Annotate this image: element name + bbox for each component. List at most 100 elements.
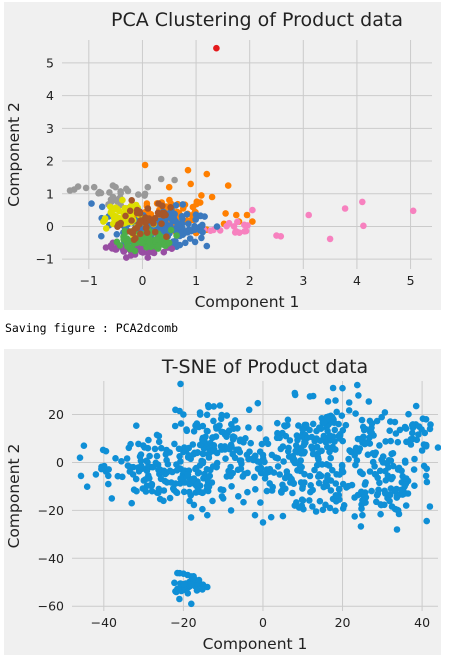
data-point — [362, 425, 370, 433]
data-point — [291, 389, 299, 397]
data-point — [235, 493, 242, 500]
data-point — [409, 429, 416, 437]
data-point — [160, 210, 168, 217]
data-point — [313, 461, 321, 469]
data-point — [281, 474, 289, 482]
data-point — [183, 426, 190, 433]
data-point — [201, 213, 208, 220]
chart-title: T-SNE of Product data — [161, 356, 368, 378]
data-point — [80, 442, 88, 449]
data-point — [292, 442, 300, 449]
data-point — [426, 425, 434, 433]
data-point — [119, 196, 126, 204]
data-point — [398, 467, 405, 475]
data-point — [167, 226, 175, 234]
data-point — [176, 453, 183, 460]
data-point — [209, 463, 217, 470]
data-point — [240, 498, 247, 506]
data-point — [373, 498, 380, 506]
data-point — [146, 452, 153, 460]
tsne-chart: −40 −20 0 20 40 −60 −40 −20 0 20 T-SNE of Product … — [5, 356, 441, 653]
data-point — [407, 436, 415, 443]
data-point — [261, 458, 268, 466]
data-point — [369, 458, 377, 466]
data-point — [190, 428, 198, 435]
data-point — [218, 446, 226, 453]
data-point — [191, 224, 199, 231]
data-point — [391, 418, 399, 426]
data-point — [366, 434, 373, 441]
data-point — [374, 490, 382, 497]
data-point — [195, 576, 203, 584]
data-point — [347, 448, 355, 455]
x-tick-label: −20 — [170, 615, 196, 630]
data-point — [302, 421, 310, 429]
data-point — [306, 497, 313, 504]
data-point — [194, 586, 201, 594]
data-point — [413, 436, 421, 444]
data-point — [160, 248, 168, 256]
data-point — [324, 474, 331, 482]
data-point — [175, 220, 182, 228]
data-point — [312, 508, 320, 515]
data-point — [339, 480, 347, 488]
data-point — [141, 161, 149, 169]
data-point — [268, 487, 276, 494]
x-tick-label: −1 — [80, 273, 98, 288]
data-point — [229, 450, 236, 458]
data-point — [345, 482, 352, 490]
data-point — [369, 450, 377, 457]
data-point — [421, 429, 429, 437]
data-point — [126, 207, 134, 215]
data-point — [257, 499, 264, 506]
data-point — [299, 497, 307, 504]
data-point — [127, 464, 135, 472]
data-point — [324, 427, 331, 435]
data-point — [376, 442, 383, 449]
data-point — [136, 210, 144, 217]
data-point — [319, 506, 327, 514]
data-point — [171, 579, 178, 587]
data-point — [144, 254, 152, 261]
data-point — [359, 198, 366, 206]
data-point — [287, 475, 295, 482]
data-point — [195, 423, 203, 431]
data-point — [106, 189, 113, 196]
data-point — [309, 392, 317, 400]
data-point — [233, 228, 240, 235]
data-point — [109, 211, 117, 219]
data-point — [394, 507, 402, 514]
data-point — [137, 230, 144, 238]
data-point — [162, 226, 170, 233]
data-point — [411, 482, 418, 489]
pca-chart-panel: −1 0 1 2 3 4 5 −1 0 1 2 3 4 5 PCA Clustering of Produc… — [4, 2, 441, 310]
data-point — [333, 408, 341, 416]
data-point — [160, 497, 167, 505]
data-point — [185, 220, 192, 227]
y-tick-label: −60 — [38, 599, 64, 614]
data-point — [153, 431, 161, 439]
data-point — [358, 416, 366, 424]
data-point — [206, 472, 214, 480]
y-tick-label: 20 — [48, 407, 64, 422]
data-point — [112, 455, 119, 462]
data-point — [219, 486, 227, 494]
data-point — [359, 511, 366, 519]
data-point — [210, 403, 218, 410]
data-point — [327, 487, 335, 494]
data-point — [309, 503, 316, 510]
data-point — [359, 470, 367, 478]
data-point — [135, 191, 142, 198]
data-point — [219, 495, 227, 502]
data-point — [361, 481, 369, 488]
data-point — [163, 456, 170, 464]
data-point — [368, 429, 376, 436]
data-point — [352, 410, 359, 417]
data-point — [122, 212, 129, 220]
data-point — [423, 465, 431, 472]
data-point — [198, 222, 206, 230]
data-point — [387, 491, 394, 499]
data-point — [331, 438, 338, 445]
data-point — [259, 519, 267, 526]
data-point — [405, 410, 412, 418]
